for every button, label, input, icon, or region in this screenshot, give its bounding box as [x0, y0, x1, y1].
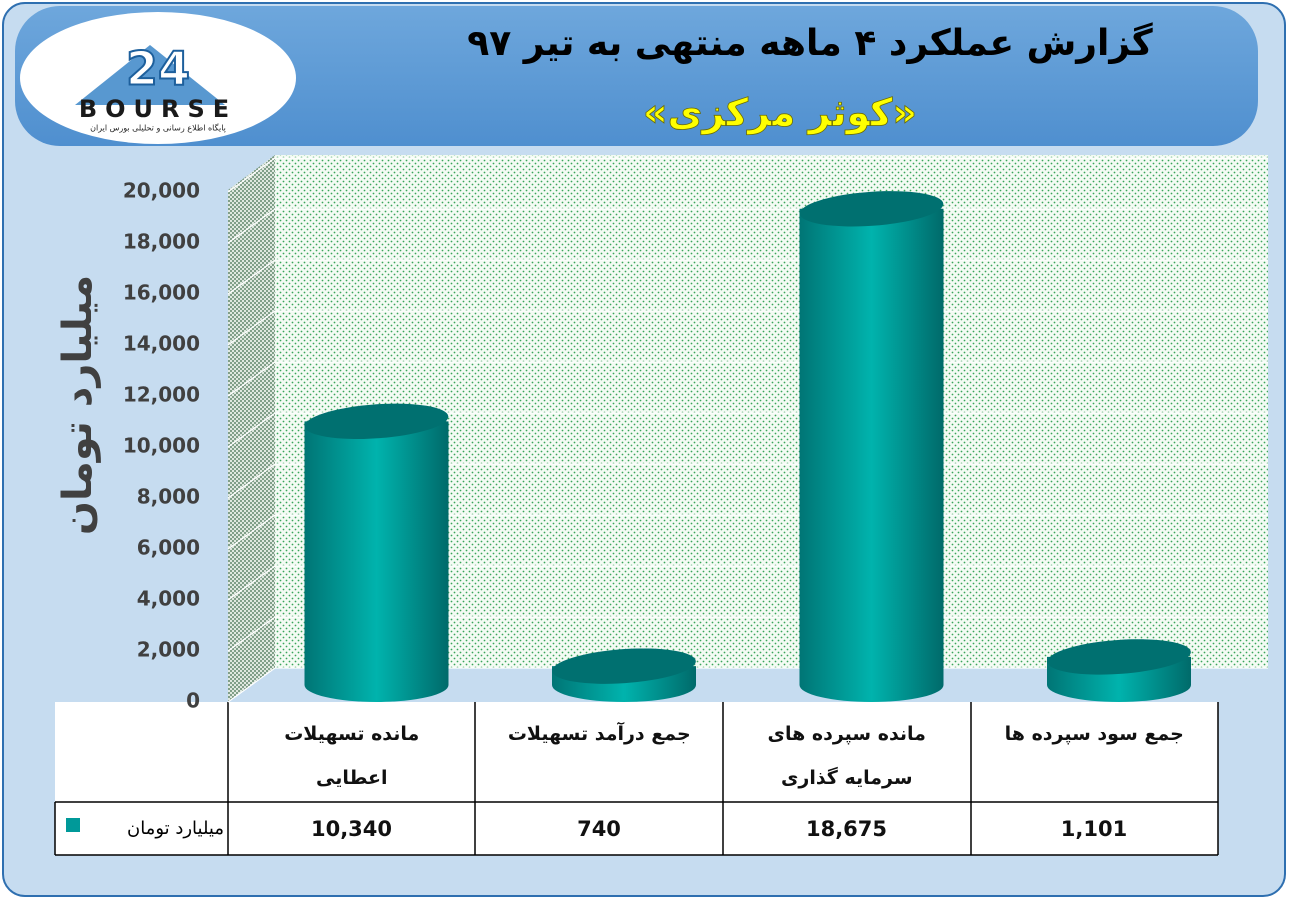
y-tick-label: 12,000: [123, 383, 200, 407]
side-grid-line: [227, 616, 276, 652]
y-tick-label: 2,000: [137, 638, 200, 662]
y-tick-label: 6,000: [137, 536, 200, 560]
header: [15, 6, 1258, 146]
bar: [304, 421, 449, 702]
side-grid-line: [227, 259, 276, 295]
side-wall: [228, 155, 275, 702]
y-tick-label: 0: [186, 689, 200, 713]
table-bg: [55, 702, 1218, 855]
chart-subtitle: «کوثر مرکزی»: [643, 91, 917, 135]
logo-number: 24: [126, 42, 190, 96]
y-tick-label: 14,000: [123, 332, 200, 356]
y-tick-label: 18,000: [123, 230, 200, 254]
y-tick-label: 4,000: [137, 587, 200, 611]
logo-tagline: پایگاه اطلاع رسانی و تحلیلی بورس ایران: [90, 123, 226, 133]
legend-swatch: [66, 818, 80, 832]
side-grid-line: [227, 361, 276, 397]
value-label: 1,101: [1060, 817, 1128, 841]
x-tick-label: مانده تسهیلات اعطایی: [284, 723, 420, 789]
legend-label: میلیارد تومان: [126, 818, 224, 839]
chart-title: گزارش عملکرد ۴ ماهه منتهی به تیر ۹۷: [467, 22, 1152, 64]
table-lines: [54, 702, 1219, 856]
y-tick-label: 16,000: [123, 281, 200, 305]
x-tick-label: جمع درآمد تسهیلات: [507, 723, 691, 745]
x-tick-label: جمع سود سپرده ها: [1004, 723, 1184, 745]
bar-top: [799, 191, 944, 227]
x-tick-label: مانده سپرده های سرمایه گذاری: [767, 723, 926, 789]
value-label: 18,675: [805, 817, 888, 841]
side-grid-line: [227, 514, 276, 550]
value-label: 10,340: [310, 817, 393, 841]
bar-top: [552, 648, 696, 684]
side-grid-line: [227, 463, 276, 499]
value-label: 740: [577, 817, 621, 841]
bar-top: [1047, 639, 1191, 675]
side-grid-line: [227, 412, 276, 448]
bar: [799, 208, 944, 702]
bar-top: [304, 403, 449, 440]
y-tick-label: 10,000: [123, 434, 200, 458]
side-grid-line: [227, 208, 276, 244]
y-tick-label: 8,000: [137, 485, 200, 509]
side-grid-line: [227, 157, 276, 193]
logo-text: BOURSE: [79, 95, 237, 123]
side-grid-line: [227, 565, 276, 601]
y-tick-label: 20,000: [123, 179, 200, 203]
side-grid-line: [227, 667, 276, 703]
side-grid-line: [227, 310, 276, 346]
logo-mark: [75, 45, 225, 105]
y-axis-label: میلیارد تومان: [55, 275, 101, 535]
